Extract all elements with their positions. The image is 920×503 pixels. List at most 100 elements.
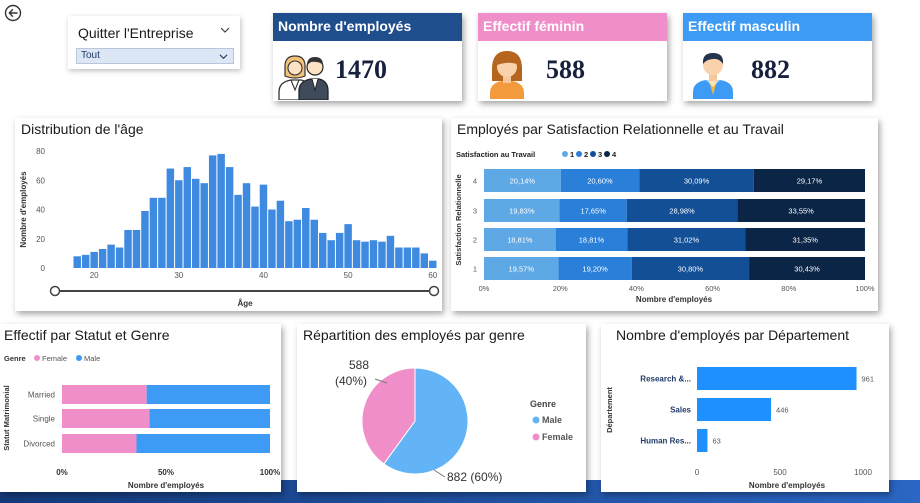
y-tick-label: 1 bbox=[473, 265, 477, 274]
male-avatar-icon bbox=[693, 53, 733, 99]
pie-slice-female bbox=[361, 367, 416, 465]
y-tick-label: Human Res... bbox=[640, 437, 691, 446]
status-stacked-chart: Genre Female Male Married Single Divorced 0% 50… bbox=[2, 354, 280, 490]
pie-slice-male bbox=[383, 367, 469, 475]
age-bar bbox=[208, 155, 217, 268]
data-label: 29,17% bbox=[797, 177, 823, 186]
y-axis-title: Département bbox=[605, 387, 614, 433]
data-label: 33,55% bbox=[788, 207, 814, 216]
data-label: 28,98% bbox=[669, 207, 695, 216]
status-segment bbox=[62, 385, 147, 404]
status-segment bbox=[62, 434, 137, 453]
x-tick-label: 40% bbox=[629, 284, 644, 293]
department-bar bbox=[697, 367, 857, 390]
age-bar bbox=[183, 167, 192, 268]
age-bar bbox=[352, 240, 361, 268]
chevron-down-icon[interactable] bbox=[220, 25, 230, 35]
age-bar bbox=[403, 247, 412, 268]
slicer-title: Quitter l'Entreprise bbox=[78, 25, 194, 41]
data-label: 20,60% bbox=[587, 177, 613, 186]
legend-marker bbox=[532, 433, 540, 441]
satisfaction-segment bbox=[753, 169, 865, 192]
age-bar bbox=[217, 153, 225, 268]
y-tick-label: 0 bbox=[41, 264, 46, 273]
status-segment bbox=[149, 409, 270, 428]
satisfaction-segment bbox=[555, 228, 628, 251]
data-label: 19,83% bbox=[509, 207, 535, 216]
data-label: 20,14% bbox=[510, 177, 536, 186]
age-bar bbox=[378, 241, 386, 268]
legend-label: Female bbox=[542, 432, 573, 442]
age-bar bbox=[158, 197, 166, 268]
y-tick-label: Sales bbox=[670, 406, 691, 415]
slicer-dropdown[interactable]: Tout bbox=[76, 48, 234, 64]
legend-label: 2 bbox=[584, 150, 588, 159]
x-tick-label: 20% bbox=[553, 284, 568, 293]
y-tick-label: 60 bbox=[36, 176, 45, 185]
gender-pie-chart: 882 (60%) 588 (40%) Genre Male Female bbox=[335, 358, 573, 484]
age-bar bbox=[310, 219, 318, 268]
data-label: 63 bbox=[712, 437, 720, 446]
data-label: 30,80% bbox=[678, 265, 704, 274]
age-bar bbox=[412, 247, 420, 268]
kpi-male-label: Effectif masculin bbox=[683, 13, 872, 41]
satisfaction-segment bbox=[626, 199, 738, 222]
age-bar bbox=[327, 240, 335, 268]
x-axis-title: Nombre d'employés bbox=[749, 481, 826, 490]
legend-marker bbox=[590, 151, 596, 157]
age-bar bbox=[369, 240, 378, 268]
age-bar bbox=[115, 247, 124, 268]
data-label: 17,65% bbox=[580, 207, 606, 216]
x-axis-title: Nombre d'employés bbox=[636, 295, 713, 304]
legend-marker bbox=[532, 416, 540, 424]
department-bar bbox=[697, 398, 772, 421]
x-axis-title: Âge bbox=[237, 299, 253, 308]
age-histogram: 0 20 40 60 80 20 30 40 50 60 Nombre d'employés Âge bbox=[19, 147, 440, 308]
data-label: 19,20% bbox=[582, 265, 608, 274]
data-label: 30,43% bbox=[794, 265, 820, 274]
data-label: 19,57% bbox=[509, 265, 535, 274]
status-segment bbox=[146, 385, 270, 404]
x-tick-label: 40 bbox=[259, 271, 268, 280]
data-label: 18,81% bbox=[579, 236, 605, 245]
satisfaction-segment bbox=[484, 228, 556, 251]
age-bar bbox=[285, 221, 293, 268]
y-axis-title: Satisfaction Relationnelle bbox=[454, 174, 463, 265]
age-slider-min-handle[interactable] bbox=[49, 285, 61, 297]
satisfaction-segment bbox=[749, 257, 865, 280]
x-tick-label: 100% bbox=[855, 284, 875, 293]
data-label: 30,09% bbox=[684, 177, 710, 186]
age-bar bbox=[81, 254, 90, 268]
y-axis-title: Nombre d'employés bbox=[19, 171, 28, 248]
department-chart-title: Nombre d'employés par Département bbox=[616, 327, 850, 343]
legend-label: Female bbox=[42, 354, 67, 363]
x-tick-label: 1000 bbox=[854, 468, 872, 477]
age-bar bbox=[361, 241, 369, 268]
gender-distribution-panel: Répartition des employés par genre 882 (… bbox=[297, 324, 586, 492]
attrition-slicer[interactable]: Quitter l'Entreprise Tout bbox=[68, 16, 240, 69]
age-slider-max-handle[interactable] bbox=[428, 285, 440, 297]
x-tick-label: 0% bbox=[56, 468, 68, 477]
age-bar bbox=[429, 260, 437, 268]
x-tick-label: 0 bbox=[695, 468, 700, 477]
y-axis-title: Statut Matrimonial bbox=[2, 385, 11, 450]
pie-label-male: 882 (60%) bbox=[447, 470, 502, 484]
satisfaction-segment bbox=[484, 169, 561, 192]
y-tick-label: 20 bbox=[36, 235, 45, 244]
kpi-employees-label: Nombre d'employés bbox=[273, 13, 462, 41]
kpi-female-label: Effectif féminin bbox=[478, 13, 667, 41]
age-bar bbox=[225, 167, 234, 268]
age-bar bbox=[90, 251, 98, 268]
age-bar bbox=[395, 247, 403, 268]
legend-label: Male bbox=[542, 415, 562, 425]
x-tick-label: 20 bbox=[90, 271, 99, 280]
back-arrow-icon[interactable] bbox=[4, 4, 22, 22]
department-panel: Nombre d'employés par Département Resear… bbox=[601, 324, 889, 492]
department-bar-chart: Research &... 961 Sales 446 Human Res... 63 0 5… bbox=[605, 367, 874, 490]
legend-marker bbox=[576, 151, 582, 157]
x-tick-label: 80% bbox=[781, 284, 796, 293]
y-tick-label: Divorced bbox=[23, 440, 55, 449]
data-label: 446 bbox=[776, 406, 789, 415]
pie-leader-line bbox=[374, 378, 388, 384]
status-segment bbox=[136, 434, 270, 453]
